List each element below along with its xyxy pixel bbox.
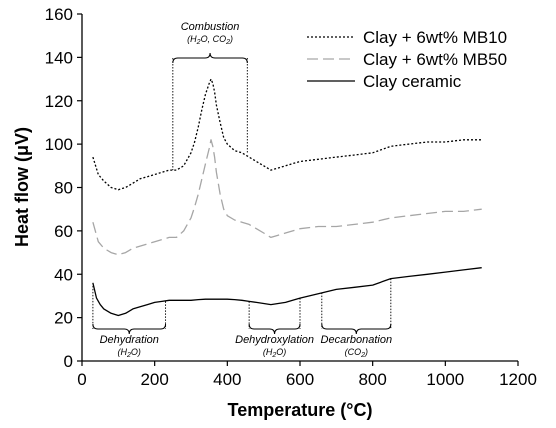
legend-label-1: Clay + 6wt% MB50	[363, 50, 507, 69]
annotation-3: Decarbonation(CO2)	[321, 278, 393, 359]
series-line-1	[92, 139, 482, 256]
annotation-bracket	[92, 323, 167, 335]
annotation-sub-part: O)	[276, 347, 286, 357]
y-axis-title: Heat flow (μV)	[12, 127, 32, 247]
series-line-2	[92, 267, 482, 317]
annotation-bracket	[172, 52, 248, 64]
annotation-subtitle: (H2O, CO2)	[187, 34, 233, 46]
annotation-sub-index: 2	[196, 39, 201, 46]
annotation-1: Dehydration(H2O)	[92, 282, 167, 359]
annotation-subtitle: (H2O)	[118, 347, 141, 359]
x-tick-label: 800	[358, 370, 386, 389]
annotation-sub-part: )	[364, 347, 368, 357]
y-tick-label: 120	[45, 92, 73, 111]
x-tick-label: 0	[77, 370, 86, 389]
x-tick-label: 200	[140, 370, 168, 389]
annotation-2: Dehydroxylation(H2O)	[235, 298, 314, 359]
y-tick-label: 100	[45, 135, 73, 154]
annotation-sub-index: 2	[271, 352, 276, 359]
series-line-0	[92, 78, 482, 191]
x-axis-title: Temperature (°C)	[228, 400, 373, 420]
annotation-sub-part: (H	[187, 34, 197, 44]
y-tick-label: 80	[54, 179, 73, 198]
annotation-sub-part: (H	[118, 347, 128, 357]
y-tick-label: 20	[54, 309, 73, 328]
annotation-title: Decarbonation	[321, 334, 393, 346]
y-tick-label: 160	[45, 5, 73, 24]
annotation-title: Combustion	[181, 21, 240, 33]
annotation-sub-part: )	[229, 34, 233, 44]
y-tick-label: 140	[45, 48, 73, 67]
y-tick-label: 60	[54, 222, 73, 241]
annotation-sub-part: O)	[131, 347, 141, 357]
annotation-bracket	[248, 323, 301, 335]
annotation-0: Combustion(H2O, CO2)	[172, 21, 248, 171]
legend-label-2: Clay ceramic	[363, 72, 462, 91]
annotation-sub-index: 2	[360, 352, 365, 359]
legend: Clay + 6wt% MB10 Clay + 6wt% MB50 Clay cer…	[307, 28, 507, 91]
y-ticks: 0 20 40 60 80 100 120 140 160	[45, 5, 82, 371]
x-tick-label: 1000	[426, 370, 464, 389]
annotation-title: Dehydration	[100, 334, 159, 346]
annotation-subtitle: (H2O)	[263, 347, 286, 359]
annotation-subtitle: (CO2)	[345, 347, 368, 359]
annotation-sub-index: 2	[126, 352, 131, 359]
legend-label-0: Clay + 6wt% MB10	[363, 28, 507, 47]
y-tick-label: 40	[54, 265, 73, 284]
annotation-sub-index: 2	[225, 39, 230, 46]
x-tick-label: 400	[213, 370, 241, 389]
annotation-sub-part: O, CO	[201, 34, 227, 44]
annotations: Combustion(H2O, CO2)Dehydration(H2O)Dehy…	[92, 21, 393, 359]
annotation-sub-part: (CO	[345, 347, 362, 357]
y-tick-label: 0	[64, 352, 73, 371]
x-tick-label: 600	[286, 370, 314, 389]
annotation-title: Dehydroxylation	[235, 334, 314, 346]
annotation-sub-part: (H	[263, 347, 273, 357]
x-ticks: 0 200 400 600 800 1000 1200	[77, 361, 537, 389]
annotation-bracket	[321, 323, 392, 335]
series-lines	[92, 78, 482, 317]
x-tick-label: 1200	[499, 370, 537, 389]
